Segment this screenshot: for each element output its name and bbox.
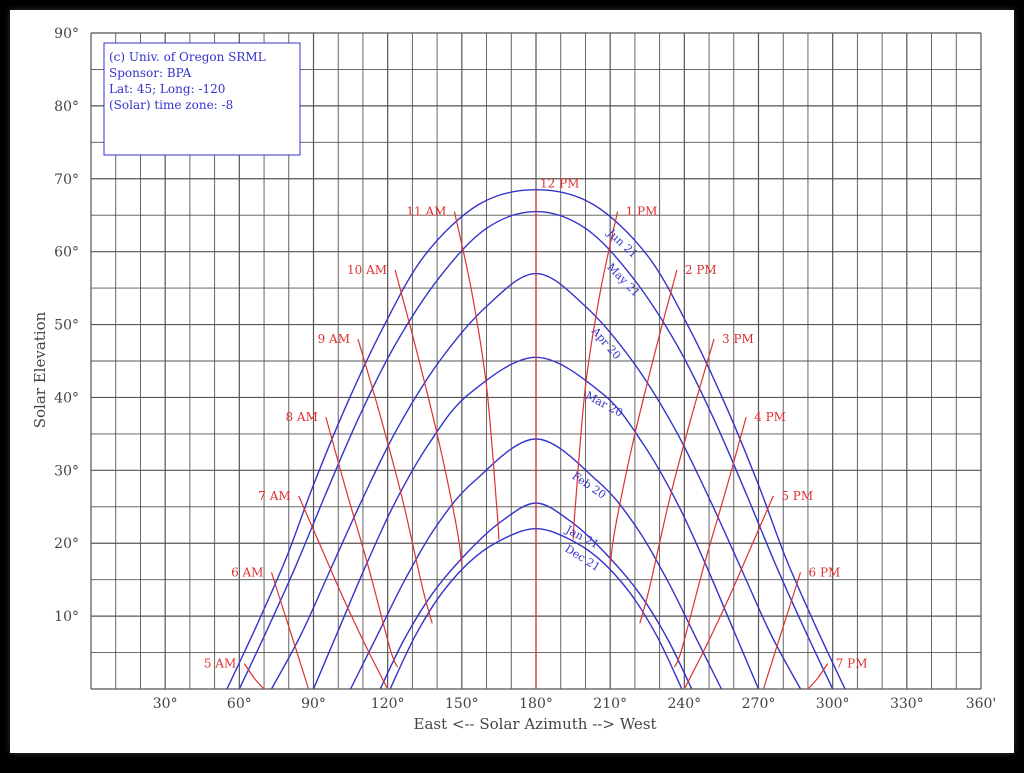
hour-label: 7 AM (258, 489, 290, 503)
y-tick-label: 10° (54, 609, 79, 625)
sun-path-chart: 30° 60° 90° 120° 150° 180° 210° 240° 270° 300° 330… (31, 26, 997, 733)
hour-line-6-am (270, 572, 310, 690)
y-tick-label: 80° (54, 99, 79, 115)
y-tick-label: 20° (54, 536, 79, 552)
hour-line-9-am (357, 338, 433, 624)
hour-line-8-am (325, 416, 399, 668)
hour-label: 12 PM (540, 177, 579, 191)
hour-line-2-pm (609, 269, 678, 566)
hour-labels: 5 AM 6 AM 7 AM 8 AM 9 AM 10 AM 11 AM 12 PM 1 PM 2… (204, 177, 868, 671)
hour-label: 6 AM (231, 565, 263, 579)
y-axis-label: Solar Elevation (31, 311, 49, 428)
y-tick-label: 50° (54, 318, 79, 334)
y-tick-label: 60° (54, 245, 79, 261)
hour-label: 2 PM (685, 263, 717, 277)
info-location: Lat: 45; Long: -120 (109, 82, 225, 96)
hour-lines (243, 189, 829, 690)
hour-label: 6 PM (809, 565, 841, 579)
info-copyright: (c) Univ. of Oregon SRML (109, 50, 266, 64)
y-tick-label: 40° (54, 390, 79, 406)
info-box: (c) Univ. of Oregon SRML Sponsor: BPA La… (103, 42, 301, 156)
x-tick-label: 120° (371, 696, 405, 712)
x-tick-label: 150° (445, 696, 479, 712)
x-tick-label: 300° (816, 696, 850, 712)
hour-label: 1 PM (626, 205, 658, 219)
hour-label: 7 PM (836, 656, 868, 670)
y-tick-label: 30° (54, 463, 79, 479)
hour-label: 8 AM (285, 410, 317, 424)
x-tick-label: 210° (593, 696, 627, 712)
x-axis-label: East <-- Solar Azimuth --> West (414, 715, 657, 733)
info-timezone: (Solar) time zone: -8 (109, 98, 233, 112)
info-sponsor: Sponsor: BPA (109, 66, 192, 80)
hour-label: 4 PM (754, 410, 786, 424)
hour-line-10-am (394, 269, 463, 566)
y-tick-label: 90° (54, 26, 79, 42)
hour-label: 3 PM (722, 332, 754, 346)
hour-label: 5 AM (204, 656, 236, 670)
hour-line-5-pm (683, 495, 774, 690)
hour-line-5-am (243, 663, 265, 690)
date-label: Mar 20 (583, 389, 625, 420)
info-box-border (103, 42, 301, 156)
hour-label: 10 AM (347, 263, 387, 277)
x-tick-label: 360' (966, 696, 997, 712)
x-tick-labels: 30° 60° 90° 120° 150° 180° 210° 240° 270° 300° 330… (153, 696, 997, 712)
x-tick-label: 240° (667, 696, 701, 712)
hour-line-11-am (453, 211, 500, 540)
date-line-jun-21 (226, 189, 846, 690)
hour-line-4-pm (673, 416, 747, 668)
hour-line-6-pm (762, 572, 802, 690)
x-tick-label: 330° (890, 696, 924, 712)
hour-line-7-am (298, 495, 389, 690)
y-tick-label: 70° (54, 172, 79, 188)
hour-label: 5 PM (781, 489, 813, 503)
chart-frame: 30° 60° 90° 120° 150° 180° 210° 240° 270° 300° 330… (10, 10, 1014, 753)
x-tick-label: 270° (742, 696, 776, 712)
x-tick-label: 60° (227, 696, 252, 712)
hour-line-3-pm (639, 338, 715, 624)
x-tick-label: 90° (301, 696, 326, 712)
y-tick-labels: 10° 20° 30° 40° 50° 60° 70° 80° 90° (54, 26, 79, 625)
x-tick-label: 30° (153, 696, 178, 712)
hour-line-1-pm (572, 211, 619, 540)
hour-label: 11 AM (406, 205, 446, 219)
hour-line-7-pm (807, 663, 829, 690)
hour-label: 9 AM (318, 332, 350, 346)
x-tick-label: 180° (519, 696, 553, 712)
